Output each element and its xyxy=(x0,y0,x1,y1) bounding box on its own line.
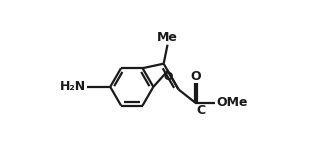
Text: C: C xyxy=(196,104,205,117)
Text: O: O xyxy=(190,70,201,83)
Text: H₂N: H₂N xyxy=(60,80,86,93)
Text: Me: Me xyxy=(157,31,178,44)
Text: OMe: OMe xyxy=(216,96,248,109)
Text: O: O xyxy=(163,72,172,82)
